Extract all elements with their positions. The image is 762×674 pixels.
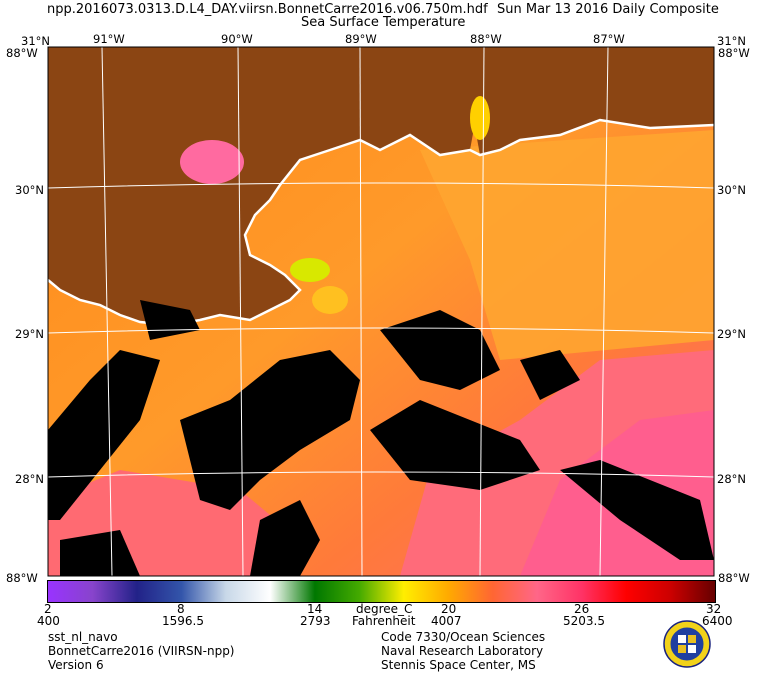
lon-label-88w: 88°W xyxy=(470,32,502,46)
scale-c-2: 2 xyxy=(44,602,52,616)
scale-n-400: 400 xyxy=(37,614,60,628)
scale-c-14: 14 xyxy=(307,602,323,616)
lon-label-90w: 90°W xyxy=(221,32,253,46)
corner-label-top-right-lon: 88°W xyxy=(718,46,750,60)
sst-map xyxy=(47,46,715,577)
lat-label-30n-left: 30°N xyxy=(15,183,44,197)
region-sensor: BonnetCarre2016 (VIIRSN-npp) xyxy=(48,644,235,658)
version: Version 6 xyxy=(48,658,104,672)
corner-label-top-right: 31°N xyxy=(717,34,746,48)
corner-label-top-left-lon: 88°W xyxy=(6,46,38,60)
unit-fahrenheit: Fahrenheit xyxy=(352,614,416,628)
corner-label-top-left: 31°N xyxy=(21,34,50,48)
map-frame xyxy=(47,46,715,577)
corner-label-bottom-right: 88°W xyxy=(718,571,750,585)
scale-c-32: 32 xyxy=(706,602,722,616)
lat-label-28n-right: 28°N xyxy=(717,472,746,486)
product-title: Sea Surface Temperature xyxy=(301,15,466,30)
lat-label-30n-right: 30°N xyxy=(717,183,746,197)
warm-swath xyxy=(420,130,714,360)
lat-label-28n-left: 28°N xyxy=(15,472,44,486)
land-mass xyxy=(48,47,714,325)
lon-label-89w: 89°W xyxy=(345,32,377,46)
scale-n-1596: 1596.5 xyxy=(162,614,204,628)
lon-label-91w: 91°W xyxy=(93,32,125,46)
scale-n-2793: 2793 xyxy=(300,614,331,628)
cloud-mask xyxy=(48,300,714,576)
scale-c-8: 8 xyxy=(177,602,185,616)
file-name: npp.2016073.0313.D.L4_DAY.viirsn.BonnetC… xyxy=(47,2,488,17)
graticule xyxy=(47,46,715,577)
algorithm-name: sst_nl_navo xyxy=(48,630,118,644)
org-name: Naval Research Laboratory xyxy=(381,644,544,658)
mobile-bay xyxy=(470,96,490,140)
corner-label-bottom-left: 88°W xyxy=(6,571,38,585)
delta-plume xyxy=(290,258,330,282)
scale-c-20: 20 xyxy=(441,602,457,616)
scale-n-4007: 4007 xyxy=(431,614,462,628)
color-scale-bar xyxy=(47,580,716,603)
org-code: Code 7330/Ocean Sciences xyxy=(381,630,546,644)
scale-n-5203: 5203.5 xyxy=(563,614,605,628)
composite-date: Sun Mar 13 2016 Daily Composite xyxy=(497,2,719,17)
plume-2 xyxy=(312,286,348,314)
unit-celsius: degree_C xyxy=(356,602,413,616)
nrl-seal-logo xyxy=(663,620,711,668)
scale-c-26: 26 xyxy=(574,602,590,616)
scale-n-6400: 6400 xyxy=(702,614,733,628)
lat-label-29n-left: 29°N xyxy=(15,327,44,341)
org-location: Stennis Space Center, MS xyxy=(381,658,536,672)
lon-label-87w: 87°W xyxy=(593,32,625,46)
lake-pontchartrain xyxy=(180,140,244,184)
lat-label-29n-right: 29°N xyxy=(717,327,746,341)
